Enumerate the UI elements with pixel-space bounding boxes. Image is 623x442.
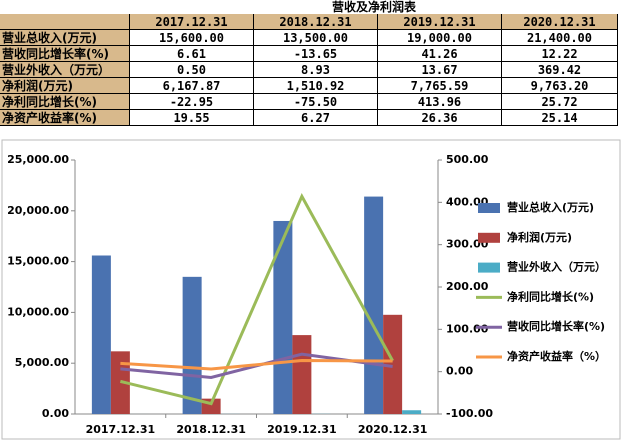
header-cell: 2017.12.31 — [130, 14, 254, 30]
header-cell: 2018.12.31 — [254, 14, 378, 30]
chart-frame — [1, 139, 621, 440]
table-cell: 6.27 — [254, 110, 378, 126]
table-cell: 6,167.87 — [130, 78, 254, 94]
x-tick-label: 2017.12.31 — [86, 423, 156, 436]
legend-swatch — [478, 232, 500, 243]
row-label: 营业总收入(万元) — [0, 30, 130, 46]
line — [120, 193, 394, 406]
table-title: 营收及净利润表 — [331, 0, 416, 14]
table-cell: 25.14 — [502, 110, 618, 126]
x-tick-label: 2020.12.31 — [358, 423, 428, 436]
table-cell: 12.22 — [502, 46, 618, 62]
y-tick-label: 5,000.00 — [15, 356, 70, 369]
y2-tick-label: -100.00 — [446, 407, 493, 420]
table-cell: -13.65 — [254, 46, 378, 62]
row-label: 净利同比增长(%) — [0, 94, 130, 110]
legend-swatch — [478, 262, 500, 273]
table-cell: 413.96 — [378, 94, 502, 110]
x-tick-label: 2019.12.31 — [267, 423, 337, 436]
legend-label: 净利同比增长(%) — [507, 289, 594, 303]
bar — [292, 335, 312, 414]
line — [120, 359, 393, 371]
row-label: 营收同比增长率(%) — [0, 46, 130, 62]
table-cell: 19.55 — [130, 110, 254, 126]
legend-label: 净利润(万元) — [507, 230, 572, 244]
y2-tick-label: 0.00 — [446, 365, 473, 378]
table-cell: 21,400.00 — [502, 30, 618, 46]
y-tick-label: 20,000.00 — [7, 204, 69, 217]
table-cell: 7,765.59 — [378, 78, 502, 94]
table-cell: 26.36 — [378, 110, 502, 126]
table-cell: 15,600.00 — [130, 30, 254, 46]
table-cell: 8.93 — [254, 62, 378, 78]
table-cell: 13.67 — [378, 62, 502, 78]
y-tick-label: 15,000.00 — [7, 255, 69, 268]
table-cell: -22.95 — [130, 94, 254, 110]
table-cell: 19,000.00 — [378, 30, 502, 46]
legend-label: 营收同比增长率(%) — [507, 319, 605, 333]
table-cell: 9,763.20 — [502, 78, 618, 94]
table-cell: 6.61 — [130, 46, 254, 62]
table-cell: 25.72 — [502, 94, 618, 110]
y2-tick-label: 500.00 — [446, 153, 489, 166]
legend-swatch — [478, 203, 500, 213]
table-cell: 41.26 — [378, 46, 502, 62]
bar — [91, 255, 111, 414]
table-cell: -75.50 — [254, 94, 378, 110]
y2-tick-label: 200.00 — [446, 280, 489, 293]
bar — [273, 220, 293, 414]
y2-tick-label: 100.00 — [446, 322, 489, 335]
table-cell: 369.42 — [502, 62, 618, 78]
bar — [364, 196, 384, 414]
x-tick-label: 2018.12.31 — [176, 423, 246, 436]
y-tick-label: 10,000.00 — [7, 305, 69, 318]
header-cell: 2020.12.31 — [502, 14, 618, 30]
legend-label: 营业总收入(万元) — [507, 200, 594, 214]
row-label: 营业外收入（万元） — [0, 62, 130, 78]
bar — [383, 314, 403, 414]
legend-label: 净资产收益率（%） — [507, 349, 606, 363]
bar — [402, 410, 422, 414]
row-label: 净利润(万元) — [0, 78, 130, 94]
y-tick-label: 0.00 — [42, 407, 69, 420]
row-label: 净资产收益率(%) — [0, 110, 130, 126]
header-blank — [0, 14, 130, 30]
header-cell: 2019.12.31 — [378, 14, 502, 30]
bar — [182, 276, 202, 414]
y-tick-label: 25,000.00 — [7, 153, 69, 166]
table-cell: 1,510.92 — [254, 78, 378, 94]
table-cell: 13,500.00 — [254, 30, 378, 46]
legend-label: 营业外收入（万元） — [507, 260, 606, 274]
table-cell: 0.50 — [130, 62, 254, 78]
